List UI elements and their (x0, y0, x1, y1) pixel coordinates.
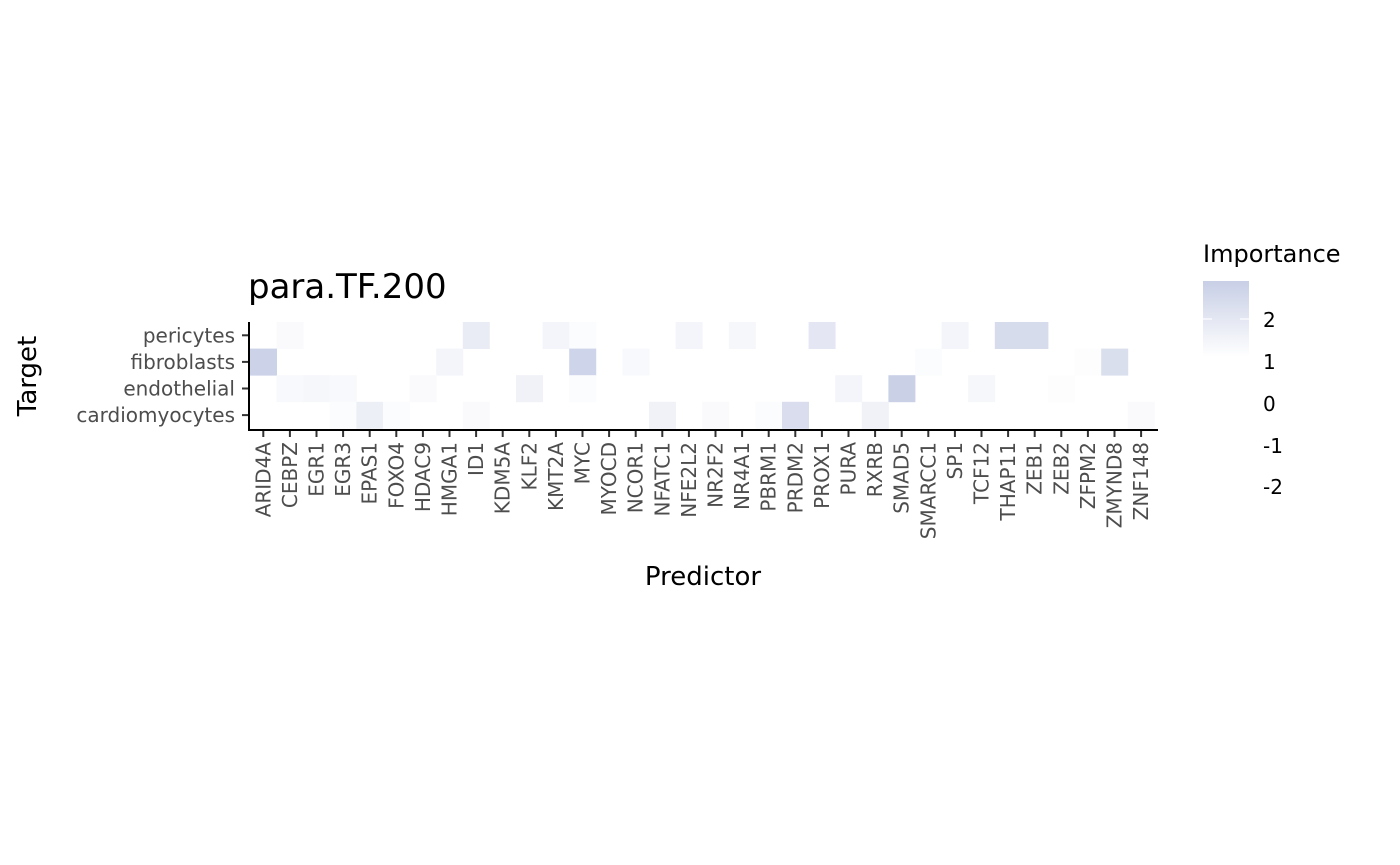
heatmap-cell-cardiomyocytes-RXRB (861, 401, 889, 429)
x-ticks: ARID4A CEBPZ EGR1 EGR3 EPAS1 FOXO4 HDAC9 HMGA1 I… (251, 431, 1153, 539)
heatmap-cell-pericytes-ID1 (462, 322, 490, 349)
x-tick-label: MYOCD (597, 442, 621, 516)
x-tick-label: TCF12 (970, 442, 994, 505)
heatmap-cell-endothelial-CEBPZ (276, 375, 304, 403)
heatmap-cell-fibroblasts-ZMYND8 (1101, 348, 1129, 376)
y-tick-label: pericytes (143, 323, 235, 347)
heatmap-cell-cardiomyocytes-PBRM1 (755, 401, 783, 429)
heatmap-cell-pericytes-NR4A1 (728, 322, 756, 349)
y-tick-label: endothelial (123, 377, 235, 401)
chart-title: para.TF.200 (248, 267, 447, 307)
x-tick-label: NR2F2 (704, 442, 728, 508)
legend-label: -1 (1263, 434, 1283, 458)
x-tick-label: NFE2L2 (677, 442, 701, 518)
heatmap-cell-endothelial-PURA (835, 375, 863, 403)
heatmap-cell-pericytes-NFE2L2 (675, 322, 703, 349)
x-tick-label: PROX1 (810, 442, 834, 509)
legend-label: 0 (1263, 392, 1276, 416)
x-tick-label: ZMYND8 (1103, 442, 1127, 528)
x-tick-label: ARID4A (251, 442, 275, 518)
x-tick-label: THAP11 (996, 442, 1020, 521)
heatmap-cell-cardiomyocytes-EGR3 (329, 401, 357, 429)
heatmap-cell-pericytes-CEBPZ (276, 322, 304, 349)
x-tick-label: NFATC1 (650, 442, 674, 517)
x-tick-label: ZFPM2 (1076, 442, 1100, 509)
y-axis-title: Target (13, 336, 43, 417)
x-tick-label: EPAS1 (358, 442, 382, 505)
x-tick-label: ZEB1 (1023, 442, 1047, 495)
heatmap-cell-fibroblasts-SMARCC1 (915, 348, 942, 376)
heatmap-cell-cardiomyocytes-EPAS1 (356, 401, 384, 429)
x-tick-label: KLF2 (517, 442, 541, 491)
heatmap-cell-fibroblasts-HMGA1 (436, 348, 464, 376)
x-tick-label: PURA (837, 442, 861, 496)
heatmap-cell-endothelial-EGR1 (303, 375, 331, 403)
legend: Importance 2 1 0 -1 -2 (1203, 240, 1341, 499)
heatmap-cell-fibroblasts-ARID4A (250, 348, 277, 376)
x-tick-label: FOXO4 (384, 442, 408, 509)
y-tick-label: fibroblasts (130, 350, 235, 374)
heatmap-cell-fibroblasts-ZFPM2 (1074, 348, 1102, 376)
heatmap-cell-fibroblasts-NCOR1 (622, 348, 650, 376)
heatmap-cell-endothelial-KLF2 (516, 375, 543, 403)
heatmap-cell-pericytes-PROX1 (808, 322, 836, 349)
x-tick-label: PRDM2 (783, 442, 807, 513)
x-tick-label: ID1 (464, 442, 488, 476)
x-tick-label: EGR3 (331, 442, 355, 497)
y-ticks: pericytes fibroblasts endothelialcardiomyo… (76, 323, 248, 427)
x-tick-label: CEBPZ (278, 442, 302, 508)
x-tick-label: NCOR1 (624, 442, 648, 513)
x-tick-label: RXRB (863, 442, 887, 497)
legend-label: -2 (1263, 475, 1283, 499)
heatmap-cell-pericytes-ZEB1 (1021, 322, 1049, 349)
x-tick-label: EGR1 (305, 442, 329, 497)
heatmap-cell-cardiomyocytes-FOXO4 (383, 401, 410, 429)
heatmap-cell-pericytes-KMT2A (542, 322, 570, 349)
heatmap-cell-pericytes-THAP11 (994, 322, 1022, 349)
heatmap-cell-endothelial-SMAD5 (888, 375, 916, 403)
y-tick-label: cardiomyocytes (76, 403, 235, 427)
legend-label: 1 (1263, 350, 1276, 374)
heatmap-cell-cardiomyocytes-NR2F2 (702, 401, 730, 429)
heatmap-cell-endothelial-TCF12 (968, 375, 996, 403)
x-tick-label: SMARCC1 (916, 442, 940, 539)
heatmap-cell-fibroblasts-MYC (569, 348, 597, 376)
x-tick-label: SP1 (943, 442, 967, 479)
x-tick-label: HDAC9 (411, 442, 435, 512)
legend-title: Importance (1203, 240, 1341, 268)
axes (248, 322, 1158, 431)
heatmap-cell-cardiomyocytes-ZNF148 (1127, 401, 1155, 429)
x-axis-title: Predictor (645, 562, 761, 592)
heatmap-cells (250, 322, 1155, 429)
x-tick-label: NR4A1 (730, 442, 754, 510)
heatmap-cell-endothelial-HDAC9 (409, 375, 437, 403)
heatmap-cell-cardiomyocytes-ID1 (462, 401, 490, 429)
x-tick-label: KMT2A (544, 442, 568, 511)
x-tick-label: HMGA1 (438, 442, 462, 516)
heatmap-cell-cardiomyocytes-PRDM2 (782, 401, 809, 429)
heatmap-cell-pericytes-MYC (569, 322, 597, 349)
x-tick-label: PBRM1 (757, 442, 781, 512)
x-tick-label: ZEB2 (1049, 442, 1073, 495)
heatmap-cell-pericytes-SP1 (941, 322, 969, 349)
x-tick-label: KDM5A (491, 442, 515, 514)
heatmap-cell-endothelial-ZEB2 (1048, 375, 1075, 403)
x-tick-label: MYC (571, 442, 595, 484)
x-tick-label: ZNF148 (1129, 442, 1153, 520)
legend-label: 2 (1263, 308, 1276, 332)
heatmap-cell-cardiomyocytes-NFATC1 (649, 401, 676, 429)
heatmap-cell-endothelial-MYC (569, 375, 597, 403)
heatmap-cell-endothelial-EGR3 (329, 375, 357, 403)
x-tick-label: SMAD5 (890, 442, 914, 514)
